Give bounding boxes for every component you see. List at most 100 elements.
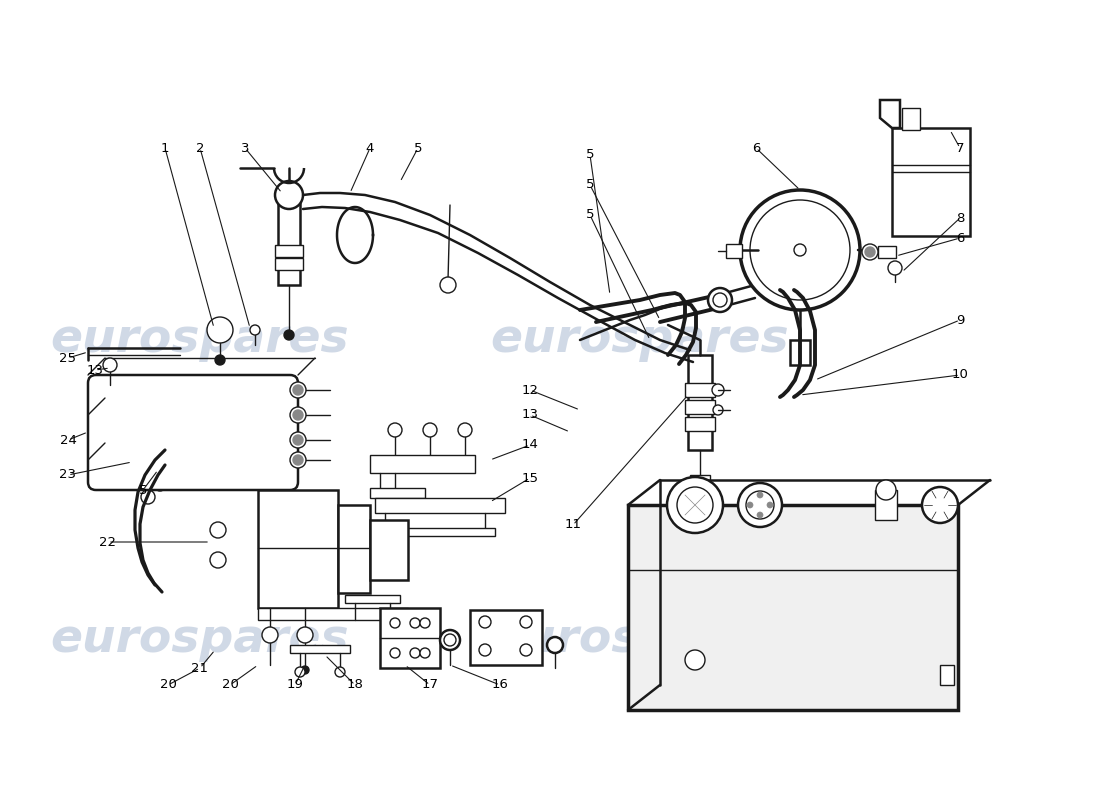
Circle shape bbox=[290, 432, 306, 448]
Circle shape bbox=[440, 630, 460, 650]
Circle shape bbox=[290, 452, 306, 468]
Circle shape bbox=[284, 330, 294, 340]
Bar bbox=[290, 645, 350, 653]
Text: 8: 8 bbox=[956, 211, 965, 225]
Text: 22: 22 bbox=[99, 535, 117, 549]
Text: 24: 24 bbox=[59, 434, 76, 446]
Circle shape bbox=[708, 288, 732, 312]
Circle shape bbox=[290, 407, 306, 423]
Bar bbox=[628, 505, 958, 710]
Circle shape bbox=[207, 317, 233, 343]
Bar bbox=[878, 246, 896, 258]
Polygon shape bbox=[880, 100, 900, 128]
Circle shape bbox=[275, 181, 302, 209]
Text: 16: 16 bbox=[492, 678, 508, 691]
Text: 5: 5 bbox=[414, 142, 422, 154]
Text: 20: 20 bbox=[221, 678, 239, 691]
Text: 17: 17 bbox=[421, 678, 439, 691]
Bar bbox=[370, 488, 425, 498]
Circle shape bbox=[154, 479, 166, 491]
Text: 9: 9 bbox=[956, 314, 965, 326]
Circle shape bbox=[922, 487, 958, 523]
Bar bbox=[902, 108, 920, 130]
Circle shape bbox=[746, 491, 774, 519]
Circle shape bbox=[424, 423, 437, 437]
Text: 5: 5 bbox=[139, 483, 147, 497]
Bar bbox=[790, 340, 810, 365]
Circle shape bbox=[293, 435, 303, 445]
Text: 3: 3 bbox=[241, 142, 250, 154]
Circle shape bbox=[458, 423, 472, 437]
Bar bbox=[874, 490, 896, 520]
Circle shape bbox=[713, 405, 723, 415]
Circle shape bbox=[103, 358, 117, 372]
Circle shape bbox=[420, 648, 430, 658]
Circle shape bbox=[290, 382, 306, 398]
Bar bbox=[940, 665, 954, 685]
Circle shape bbox=[794, 244, 806, 256]
Circle shape bbox=[747, 502, 754, 508]
Bar bbox=[345, 595, 400, 603]
Circle shape bbox=[390, 648, 400, 658]
Circle shape bbox=[685, 650, 705, 670]
Text: 19: 19 bbox=[287, 678, 304, 691]
Text: 6: 6 bbox=[751, 142, 760, 154]
Circle shape bbox=[547, 637, 563, 653]
Bar bbox=[375, 528, 495, 536]
Text: eurospares: eurospares bbox=[491, 618, 790, 662]
Text: 12: 12 bbox=[521, 383, 539, 397]
Bar bbox=[338, 505, 370, 593]
Text: 10: 10 bbox=[952, 369, 968, 382]
Circle shape bbox=[390, 618, 400, 628]
Circle shape bbox=[141, 490, 155, 504]
Circle shape bbox=[293, 385, 303, 395]
Circle shape bbox=[767, 502, 773, 508]
Text: 11: 11 bbox=[564, 518, 582, 531]
Text: 20: 20 bbox=[160, 678, 176, 691]
Bar bbox=[258, 490, 338, 608]
Bar bbox=[726, 244, 742, 258]
Circle shape bbox=[440, 277, 456, 293]
Circle shape bbox=[713, 293, 727, 307]
Text: 13: 13 bbox=[87, 363, 103, 377]
Bar bbox=[275, 258, 302, 270]
Bar bbox=[685, 417, 715, 431]
Text: 7: 7 bbox=[956, 142, 965, 154]
Circle shape bbox=[738, 483, 782, 527]
Text: 25: 25 bbox=[59, 351, 77, 365]
Bar bbox=[685, 383, 715, 397]
Text: 2: 2 bbox=[196, 142, 205, 154]
Circle shape bbox=[297, 627, 313, 643]
Bar bbox=[688, 355, 712, 450]
Text: 14: 14 bbox=[521, 438, 538, 451]
Text: eurospares: eurospares bbox=[51, 618, 350, 662]
Bar bbox=[370, 455, 475, 473]
Text: 13: 13 bbox=[521, 409, 539, 422]
Circle shape bbox=[888, 261, 902, 275]
Bar bbox=[470, 610, 542, 665]
Text: 5: 5 bbox=[585, 178, 594, 191]
Text: 5: 5 bbox=[585, 149, 594, 162]
Bar bbox=[892, 128, 970, 236]
Bar bbox=[690, 475, 710, 490]
Circle shape bbox=[667, 477, 723, 533]
Circle shape bbox=[210, 552, 225, 568]
Text: eurospares: eurospares bbox=[491, 318, 790, 362]
Circle shape bbox=[865, 247, 874, 257]
Text: eurospares: eurospares bbox=[51, 318, 350, 362]
Text: 21: 21 bbox=[191, 662, 209, 674]
Text: 18: 18 bbox=[346, 678, 363, 691]
Circle shape bbox=[336, 667, 345, 677]
Circle shape bbox=[301, 666, 309, 674]
Circle shape bbox=[750, 200, 850, 300]
Bar bbox=[275, 245, 302, 257]
Circle shape bbox=[444, 634, 456, 646]
Text: 23: 23 bbox=[59, 469, 77, 482]
Circle shape bbox=[410, 648, 420, 658]
Text: 6: 6 bbox=[956, 231, 965, 245]
Circle shape bbox=[295, 667, 305, 677]
Circle shape bbox=[213, 323, 227, 337]
Circle shape bbox=[210, 522, 225, 538]
Circle shape bbox=[712, 384, 724, 396]
Circle shape bbox=[520, 616, 532, 628]
